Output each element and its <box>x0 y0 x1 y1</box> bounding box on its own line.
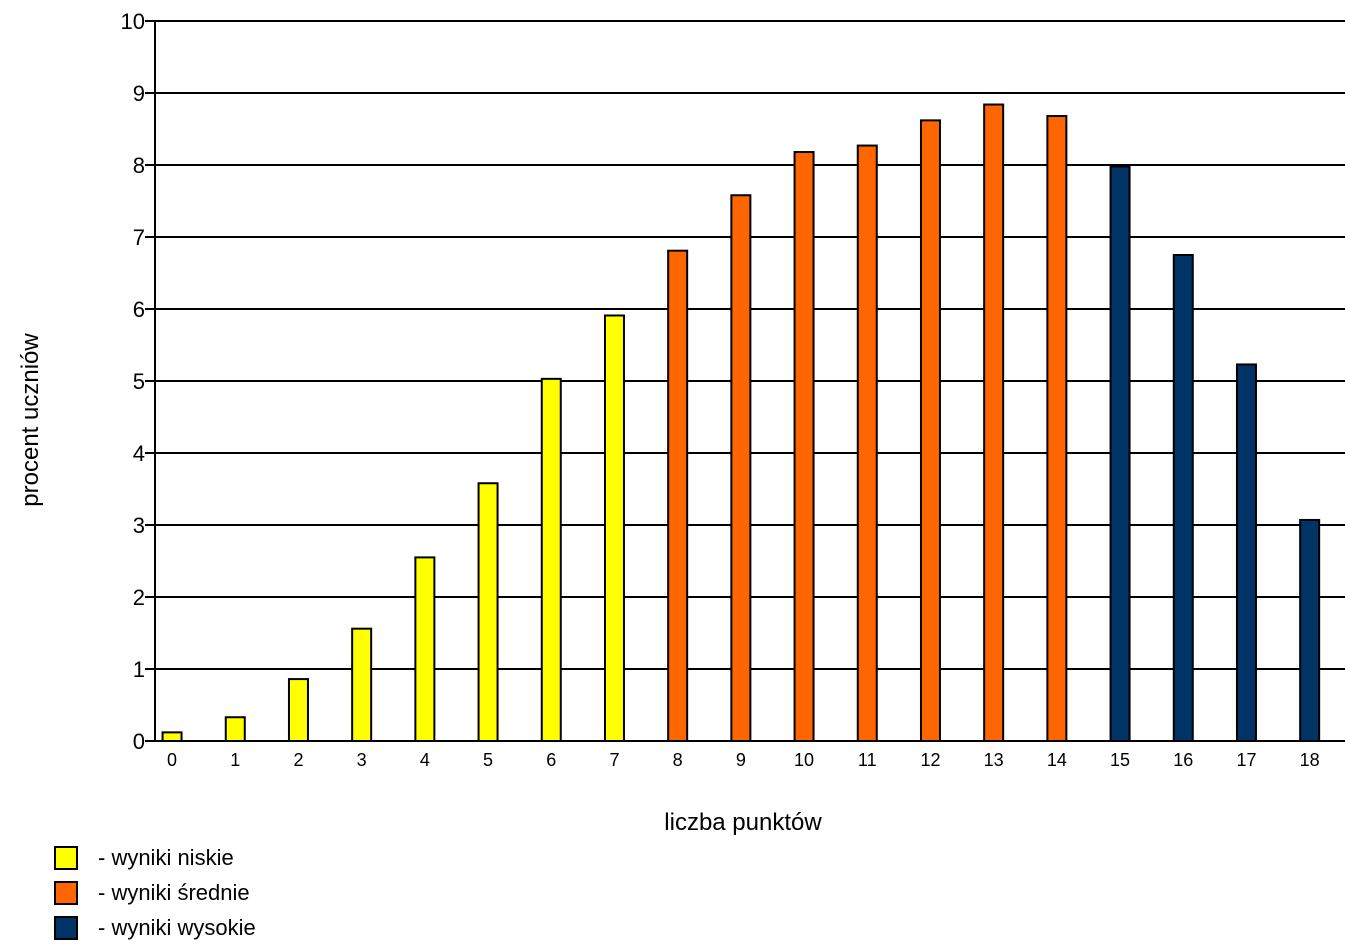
bar-14 <box>1046 115 1068 743</box>
y-tick-label-1: 1 <box>133 657 145 682</box>
x-tick-label-8: 8 <box>673 750 683 770</box>
legend-label-niskie: - wyniki niskie <box>98 844 234 870</box>
bar-layer <box>161 103 1321 743</box>
x-tick-label-18: 18 <box>1300 750 1320 770</box>
x-tick-label-14: 14 <box>1047 750 1067 770</box>
x-tick-label-4: 4 <box>420 750 430 770</box>
x-tick-label-5: 5 <box>483 750 493 770</box>
x-tick-label-7: 7 <box>609 750 619 770</box>
bar-8 <box>667 249 689 742</box>
bar-17 <box>1235 363 1257 742</box>
x-tick-label-1: 1 <box>230 750 240 770</box>
legend-item-wysokie: - wyniki wysokie <box>54 910 256 945</box>
x-tick-label-16: 16 <box>1173 750 1193 770</box>
y-tick-label-8: 8 <box>133 153 145 178</box>
bar-2 <box>287 678 309 743</box>
x-tick-label-12: 12 <box>920 750 940 770</box>
bar-10 <box>793 151 815 743</box>
x-tick-label-10: 10 <box>794 750 814 770</box>
x-tick-label-13: 13 <box>984 750 1004 770</box>
legend-swatch-niskie <box>54 845 78 870</box>
bar-15 <box>1109 165 1131 742</box>
bar-12 <box>919 119 941 743</box>
bar-18 <box>1299 518 1321 743</box>
legend-label-wysokie: - wyniki wysokie <box>98 914 256 940</box>
x-tick-label-17: 17 <box>1236 750 1256 770</box>
bar-16 <box>1172 254 1194 742</box>
y-tick-label-3: 3 <box>133 513 145 538</box>
y-tick-label-0: 0 <box>133 729 145 754</box>
legend-swatch-wysokie <box>54 915 78 940</box>
legend-label-srednie: - wyniki średnie <box>98 879 250 905</box>
y-tick-label-2: 2 <box>133 585 145 610</box>
x-tick-label-11: 11 <box>858 750 877 770</box>
bar-11 <box>856 144 878 742</box>
y-tick-label-5: 5 <box>133 369 145 394</box>
x-tick-label-0: 0 <box>167 750 177 770</box>
bar-4 <box>414 556 436 743</box>
y-tick-label-10: 10 <box>121 9 145 34</box>
legend: - wyniki niskie - wyniki średnie - wynik… <box>54 840 256 945</box>
x-axis-title: liczba punktów <box>664 809 822 836</box>
x-tick-label-6: 6 <box>546 750 556 770</box>
bar-13 <box>983 103 1005 742</box>
x-tick-label-3: 3 <box>357 750 367 770</box>
legend-item-srednie: - wyniki średnie <box>54 875 256 910</box>
bar-3 <box>351 627 373 742</box>
x-tick-label-15: 15 <box>1110 750 1130 770</box>
legend-swatch-srednie <box>54 880 78 905</box>
bar-9 <box>730 194 752 743</box>
bar-6 <box>540 377 562 742</box>
bar-0 <box>161 731 183 742</box>
y-tick-label-6: 6 <box>133 297 145 322</box>
x-tick-label-9: 9 <box>736 750 746 770</box>
y-tick-label-9: 9 <box>133 81 145 106</box>
y-tick-label-4: 4 <box>133 441 145 466</box>
bar-7 <box>603 314 625 742</box>
y-axis-title: procent uczniów <box>17 333 44 507</box>
bar-1 <box>224 716 246 742</box>
legend-item-niskie: - wyniki niskie <box>54 840 256 875</box>
x-tick-label-2: 2 <box>293 750 303 770</box>
bar-5 <box>477 482 499 742</box>
y-tick-label-7: 7 <box>133 225 145 250</box>
